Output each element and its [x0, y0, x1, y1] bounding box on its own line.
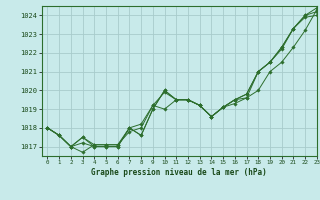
X-axis label: Graphe pression niveau de la mer (hPa): Graphe pression niveau de la mer (hPa): [91, 168, 267, 177]
